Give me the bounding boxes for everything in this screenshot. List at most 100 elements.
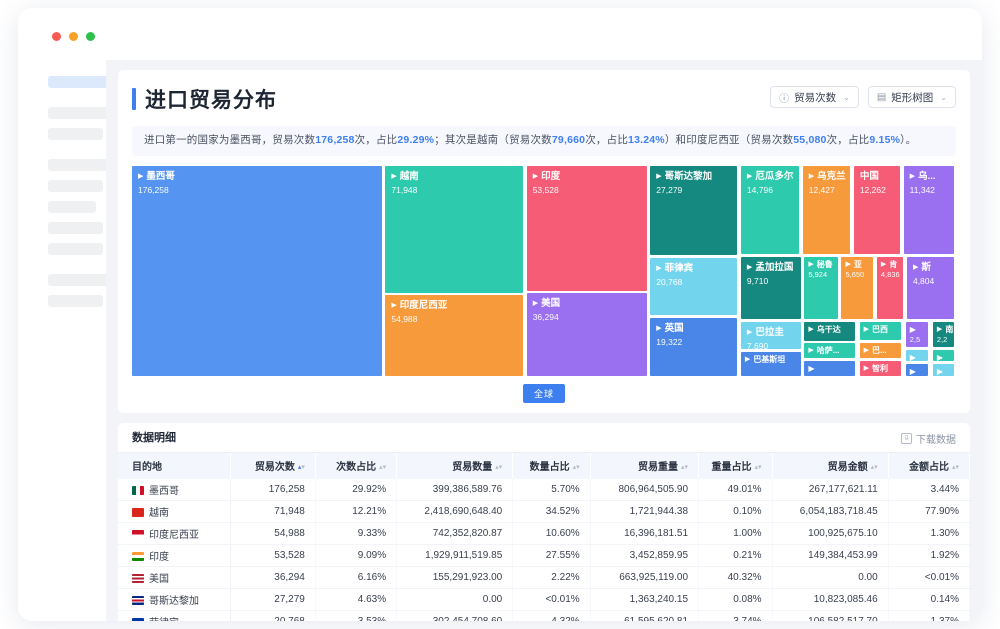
- table-column-header[interactable]: 贸易金额 ▴▾: [772, 452, 889, 479]
- treemap-tile[interactable]: ▶ 巴西: [859, 321, 901, 340]
- sidebar-item-1[interactable]: [48, 107, 110, 119]
- treemap-tile-value: 36,294: [532, 312, 559, 323]
- treemap-tile-name: 亚: [853, 260, 862, 270]
- sort-icon[interactable]: ▴▾: [572, 464, 580, 472]
- table-row[interactable]: 墨西哥 176,258 29.92% 399,386,589.76 5.70% 806,9…: [118, 478, 971, 502]
- treemap-tile[interactable]: ▶: [932, 364, 954, 376]
- treemap-tile[interactable]: ▶ 2,5: [905, 321, 929, 347]
- treemap-tile[interactable]: ▶ 墨西哥 176,258: [132, 165, 382, 376]
- treemap-tile[interactable]: ▶ 秘鲁 5,924: [804, 257, 838, 319]
- treemap-tile-name: 肯: [889, 260, 898, 270]
- table-column-header[interactable]: 金额占比 ▴▾: [888, 452, 971, 479]
- treemap-chart[interactable]: ▶ 墨西哥 176,258 ▶ 越南 71,948 ▶ 印度尼西亚 54,988 ▶ 印度 53,52…: [132, 165, 956, 378]
- treemap-tile-value: 14,796: [746, 184, 773, 195]
- sidebar-item-active[interactable]: [48, 76, 110, 88]
- table-row[interactable]: 越南 71,948 12.21% 2,418,690,648.40 34.52% 1,72…: [118, 500, 971, 524]
- table-row[interactable]: 哥斯达黎加 27,279 4.63% 0.00 <0.01% 1,363,240.15 0.…: [118, 588, 971, 612]
- treemap-tile[interactable]: ▶ 斯 4,804: [906, 257, 954, 319]
- minimize-icon[interactable]: [69, 32, 78, 41]
- treemap-tile[interactable]: ▶: [932, 349, 954, 362]
- treemap-tile-name: 乌克兰: [817, 170, 846, 182]
- treemap-tile[interactable]: ▶ 越南 71,948: [385, 165, 524, 293]
- sidebar-item-4[interactable]: [48, 180, 103, 192]
- table-cell: 267,177,621.11: [772, 478, 889, 502]
- table-title: 数据明细: [118, 423, 970, 453]
- treemap-tile[interactable]: ▶ 孟加拉国 9,710: [740, 257, 801, 319]
- treemap-tile[interactable]: ▶: [804, 361, 855, 376]
- treemap-tile[interactable]: ▶ 英国 19,322: [650, 317, 738, 376]
- table-row[interactable]: 印度尼西亚 54,988 9.33% 742,352,820.87 10.60% 16,3…: [118, 522, 971, 546]
- sort-icon[interactable]: ▴▾: [754, 464, 762, 472]
- expand-arrow-icon: ▶: [808, 325, 814, 333]
- treemap-tile[interactable]: ▶: [905, 349, 929, 362]
- sort-icon[interactable]: ▴▾: [951, 464, 959, 472]
- download-data-button[interactable]: ⇩ 下载数据: [901, 431, 956, 446]
- treemap-tile-name: 哥斯达黎加: [664, 170, 713, 182]
- treemap-tile-name: 乌干达: [816, 324, 841, 334]
- table-cell: 4.32%: [512, 610, 591, 621]
- treemap-tile[interactable]: ▶ 乌克兰 12,427: [802, 165, 851, 255]
- global-badge[interactable]: 全球: [522, 383, 565, 403]
- sidebar-item-3[interactable]: [48, 159, 110, 171]
- treemap-tile[interactable]: ▶ 巴拉圭 7,690: [740, 321, 801, 350]
- treemap-tile-name: 越南: [399, 170, 419, 182]
- sort-icon[interactable]: ▴▾: [680, 464, 689, 472]
- sort-icon[interactable]: ▴▾: [495, 464, 503, 472]
- data-table-card: 数据明细 ⇩ 下载数据 目的地 贸易次数 ▴▾ 次数占比 ▴▾ 贸易数量 ▴▾ 数量占比 ▴▾ 贸…: [118, 422, 971, 621]
- table-column-header[interactable]: 贸易数量 ▴▾: [396, 452, 514, 479]
- sidebar-item-8[interactable]: [48, 274, 110, 286]
- treemap-tile-label: ▶ 墨西哥: [138, 171, 376, 183]
- treemap-tile[interactable]: ▶ 印度 53,528: [526, 165, 647, 291]
- treemap-tile[interactable]: ▶ 菲律宾 20,768: [650, 257, 738, 316]
- treemap-tile-label: ▶ 肯: [881, 260, 899, 270]
- table-cell: 663,925,119.00: [590, 566, 700, 590]
- maximize-icon[interactable]: [86, 32, 95, 41]
- treemap-tile-name: 巴基斯坦: [753, 354, 786, 364]
- treemap-tile[interactable]: ▶ 南 2,2: [932, 321, 954, 347]
- table-column-header[interactable]: 重量占比 ▴▾: [698, 452, 773, 479]
- treemap-tile[interactable]: ▶ 智利: [859, 360, 901, 376]
- treemap-tile[interactable]: ▶ 肯 4,836: [876, 257, 904, 319]
- treemap-tile[interactable]: ▶ 乌... 11,342: [903, 165, 954, 255]
- table-column-header[interactable]: 数量占比 ▴▾: [512, 452, 591, 479]
- desc-value-1: 176,258: [315, 134, 355, 146]
- treemap-tile[interactable]: ▶ 哥斯达黎加 27,279: [650, 165, 738, 255]
- sort-icon[interactable]: ▴▾: [297, 464, 305, 472]
- table-column-header[interactable]: 次数占比 ▴▾: [315, 452, 398, 479]
- treemap-tile[interactable]: ▶ 亚 5,650: [841, 257, 874, 319]
- table-column-header[interactable]: 贸易次数 ▴▾: [230, 452, 316, 479]
- treemap-tile[interactable]: ▶ 巴基斯坦: [740, 351, 801, 376]
- table-cell: 0.10%: [698, 500, 773, 524]
- treemap-tile[interactable]: ▶ 乌干达: [804, 321, 855, 341]
- detail-table: 目的地 贸易次数 ▴▾ 次数占比 ▴▾ 贸易数量 ▴▾ 数量占比 ▴▾ 贸易重量 ▴▾ 重量占比 ▴▾ 贸…: [118, 452, 971, 621]
- table-row[interactable]: 菲律宾 20,7683.53%302,454,708.604.32%61,595,…: [118, 610, 971, 621]
- table-cell-destination: 美国: [149, 574, 169, 586]
- chart-type-select[interactable]: ▤ 矩形树图 ⌄: [867, 86, 956, 108]
- treemap-tile-label: ▶ 英国: [656, 323, 731, 335]
- table-cell-destination: 哥斯达黎加: [149, 596, 199, 608]
- treemap-tile[interactable]: ▶ 美国 36,294: [526, 293, 647, 376]
- table-column-label: 次数占比: [336, 462, 377, 474]
- close-icon[interactable]: [52, 32, 61, 41]
- sidebar-item-5[interactable]: [48, 201, 96, 213]
- treemap-tile[interactable]: ▶ 厄瓜多尔 14,796: [740, 165, 800, 255]
- table-row[interactable]: 美国 36,294 6.16% 155,291,923.00 2.22% 663,925,…: [118, 566, 971, 590]
- sort-icon[interactable]: ▴▾: [870, 464, 878, 472]
- treemap-tile[interactable]: 中国 12,262: [853, 165, 901, 255]
- treemap-tile[interactable]: ▶ 巴...: [859, 342, 901, 358]
- sidebar-item-7[interactable]: [48, 243, 103, 255]
- table-column-label: 贸易次数: [254, 462, 295, 474]
- treemap-tile[interactable]: ▶: [905, 364, 929, 376]
- treemap-tile-label: 中国: [860, 171, 894, 183]
- table-column-header[interactable]: 贸易重量 ▴▾: [590, 452, 700, 479]
- sidebar-item-6[interactable]: [48, 222, 103, 234]
- table-cell: 0.14%: [888, 588, 971, 612]
- treemap-tile[interactable]: ▶ 印度尼西亚 54,988: [385, 295, 524, 376]
- metric-select[interactable]: ⓘ 贸易次数 ⌄: [770, 86, 859, 108]
- treemap-tile[interactable]: ▶ 哈萨...: [804, 343, 855, 359]
- table-cell: 3.44%: [888, 478, 971, 502]
- sidebar-item-9[interactable]: [48, 295, 103, 307]
- sidebar-item-2[interactable]: [48, 128, 103, 140]
- table-row[interactable]: 印度 53,528 9.09% 1,929,911,519.85 27.55% 3,452…: [118, 544, 971, 568]
- sort-icon[interactable]: ▴▾: [379, 464, 387, 472]
